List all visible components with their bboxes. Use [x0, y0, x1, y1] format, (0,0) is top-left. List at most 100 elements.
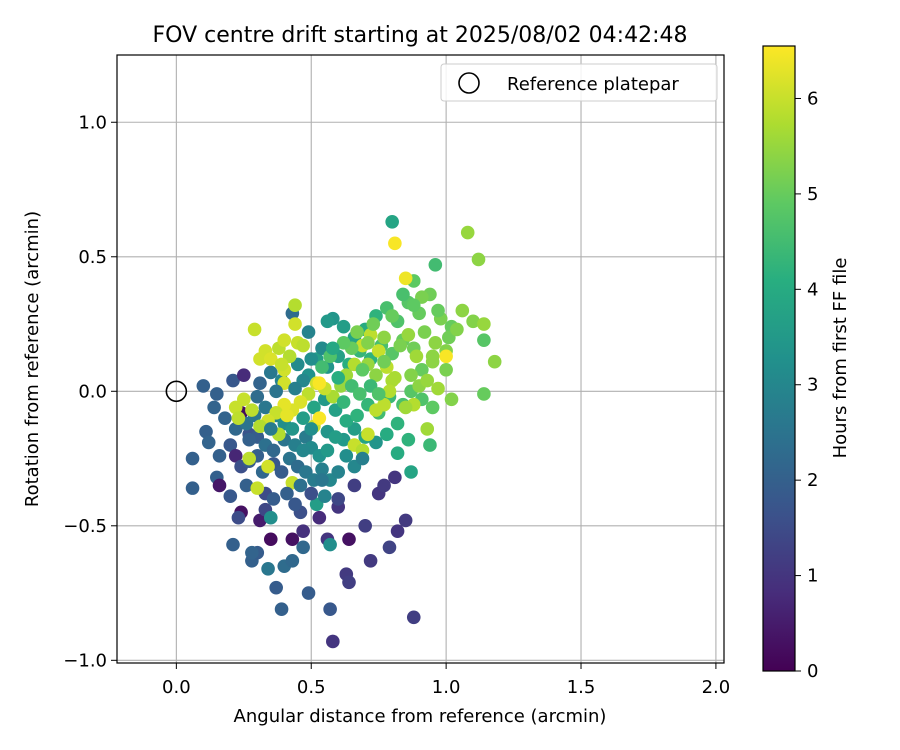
- data-point: [401, 432, 416, 447]
- data-point: [250, 389, 265, 404]
- data-point: [361, 427, 375, 442]
- data-point: [293, 478, 308, 493]
- data-point: [199, 424, 213, 439]
- data-point: [307, 400, 321, 415]
- colorbar-gradient: [762, 45, 796, 672]
- data-point: [312, 510, 327, 525]
- data-point: [460, 225, 475, 240]
- y-tick-label: −1.0: [63, 650, 107, 671]
- legend-marker-icon: [458, 72, 480, 94]
- data-point: [288, 497, 302, 512]
- data-point: [323, 537, 337, 552]
- data-point: [212, 478, 227, 493]
- data-point: [420, 422, 435, 436]
- x-tick-label: 1.5: [567, 677, 596, 698]
- y-tick-label: 0.5: [78, 247, 107, 268]
- data-point: [466, 314, 480, 329]
- data-point: [285, 422, 300, 436]
- data-point: [274, 465, 289, 479]
- data-point: [269, 384, 283, 399]
- data-point: [371, 344, 386, 358]
- data-point: [239, 478, 254, 493]
- data-point: [263, 510, 278, 525]
- data-point: [336, 395, 351, 409]
- data-point: [301, 586, 316, 600]
- colorbar: 0 1 2 3 4 5 6 Hours from first FF file: [762, 45, 851, 682]
- data-point: [201, 435, 216, 450]
- data-point: [315, 462, 329, 477]
- data-point: [231, 510, 246, 525]
- data-point: [285, 532, 300, 547]
- legend-entry-reference: Reference platepar: [507, 74, 679, 95]
- data-point: [393, 338, 408, 353]
- data-point: [315, 473, 329, 487]
- data-point: [253, 513, 267, 528]
- data-point: [377, 397, 391, 412]
- data-point: [350, 325, 364, 339]
- data-point: [212, 449, 227, 463]
- data-point: [261, 459, 275, 474]
- reference-marker: [165, 380, 188, 403]
- data-point: [385, 214, 399, 229]
- data-point: [396, 287, 410, 302]
- x-tick-label: 1.0: [432, 677, 461, 698]
- data-point: [263, 422, 278, 436]
- data-point: [196, 379, 211, 393]
- colorbar-tick-label: 2: [807, 470, 818, 491]
- colorbar-tick-label: 5: [807, 184, 818, 205]
- data-point: [371, 387, 386, 401]
- data-point: [296, 524, 310, 538]
- data-point: [406, 610, 421, 625]
- y-axis-label: Rotation from reference (arcmin): [22, 211, 43, 507]
- data-point: [263, 365, 278, 380]
- data-point: [477, 333, 491, 347]
- data-point: [455, 303, 470, 318]
- data-point: [339, 414, 354, 428]
- data-point: [487, 354, 502, 369]
- colorbar-label: Hours from first FF file: [830, 258, 851, 459]
- legend: Reference platepar: [440, 63, 718, 102]
- data-point: [366, 317, 381, 331]
- data-point: [207, 400, 221, 415]
- reference-platepar-marker: [165, 380, 188, 403]
- x-tick-label: 0.0: [162, 677, 191, 698]
- data-point: [477, 317, 491, 331]
- data-point: [358, 518, 372, 533]
- data-point: [428, 336, 443, 350]
- data-point: [258, 400, 273, 415]
- data-point: [274, 357, 289, 372]
- data-point: [444, 392, 459, 407]
- data-point: [363, 553, 378, 568]
- grid: [117, 55, 724, 663]
- colorbar-tick-label: 6: [807, 88, 818, 109]
- data-point: [431, 381, 445, 396]
- data-point: [228, 449, 243, 463]
- data-point: [331, 371, 346, 385]
- data-point: [417, 325, 432, 339]
- data-point: [312, 376, 327, 391]
- x-tick-label: 0.5: [297, 677, 326, 698]
- data-point: [323, 602, 337, 616]
- data-point: [210, 387, 224, 401]
- data-point: [269, 580, 283, 595]
- x-tick-label: 2.0: [702, 677, 731, 698]
- data-point: [353, 387, 367, 401]
- data-point: [425, 400, 440, 415]
- legend-box: [440, 63, 718, 102]
- data-point: [263, 352, 278, 366]
- data-point: [336, 319, 351, 334]
- colorbar-tick-label: 0: [807, 661, 818, 682]
- data-point: [431, 303, 445, 318]
- data-point: [185, 481, 200, 495]
- data-point: [328, 430, 343, 444]
- data-point: [228, 400, 243, 415]
- data-point: [185, 451, 200, 466]
- data-point: [388, 236, 402, 251]
- data-point: [423, 438, 437, 452]
- data-point: [288, 381, 302, 396]
- y-tick-label: 0.0: [78, 381, 107, 402]
- x-axis-label: Angular distance from reference (arcmin): [234, 706, 607, 727]
- data-point: [296, 338, 310, 353]
- data-point: [331, 492, 346, 506]
- data-point: [266, 443, 281, 458]
